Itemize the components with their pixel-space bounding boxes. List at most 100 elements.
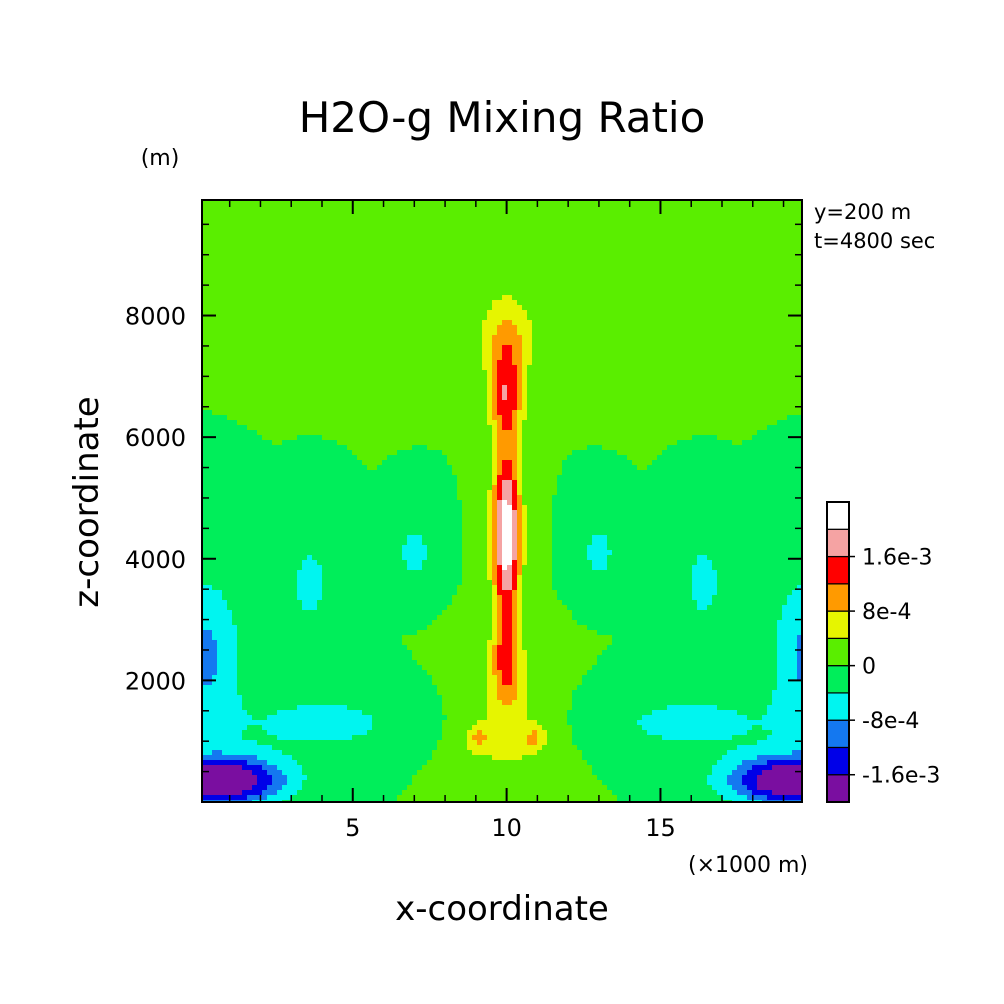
contour-cell	[492, 385, 498, 391]
contour-cell	[202, 320, 483, 326]
contour-cell	[492, 650, 498, 656]
contour-cell	[492, 300, 518, 306]
contour-cell	[512, 530, 518, 536]
contour-cell	[502, 390, 508, 396]
contour-cell	[202, 300, 493, 306]
contour-cell	[512, 360, 523, 366]
contour-cell	[442, 730, 468, 736]
contour-cell	[492, 465, 498, 471]
contour-cell	[522, 640, 613, 646]
contour-cell	[512, 505, 518, 511]
contour-cell	[767, 710, 802, 716]
contour-cell	[517, 505, 523, 511]
contour-cell	[237, 640, 403, 646]
contour-cell	[492, 535, 498, 541]
contour-cell	[202, 330, 483, 336]
contour-cell	[527, 365, 802, 371]
contour-cell	[462, 565, 488, 571]
contour-cell	[517, 385, 523, 391]
contour-cell	[487, 420, 498, 426]
contour-cell	[457, 485, 493, 491]
contour-cell	[492, 395, 498, 401]
contour-cell	[482, 345, 493, 351]
contour-cell	[502, 355, 513, 361]
contour-cell	[462, 545, 488, 551]
contour-cell	[517, 610, 523, 616]
contour-cell	[547, 735, 573, 741]
contour-cell	[777, 640, 798, 646]
contour-cell	[527, 655, 598, 661]
contour-cell	[532, 350, 802, 356]
contour-cell	[462, 535, 488, 541]
contour-cell	[212, 680, 238, 686]
contour-cell	[777, 420, 802, 426]
contour-cell	[212, 635, 238, 641]
contour-cell	[612, 790, 718, 796]
contour-cell	[202, 325, 483, 331]
contour-cell	[202, 240, 802, 246]
colorbar-tick-label: -1.6e-3	[862, 764, 940, 789]
colorbar-swatch	[826, 774, 850, 803]
contour-cell	[527, 700, 573, 706]
contour-cell	[512, 545, 518, 551]
colorbar-swatch	[826, 746, 850, 776]
contour-cell	[462, 500, 488, 506]
contour-cell	[502, 555, 513, 561]
contour-cell	[202, 715, 253, 721]
contour-cell	[522, 615, 573, 621]
contour-cell	[647, 730, 748, 736]
contour-cell	[522, 565, 553, 571]
contour-cell	[522, 350, 533, 356]
contour-cell	[627, 455, 658, 461]
contour-cell	[437, 690, 488, 696]
contour-cell	[202, 390, 488, 396]
contour-cell	[717, 435, 753, 441]
contour-cell	[202, 730, 243, 736]
contour-cell	[202, 520, 463, 526]
contour-cell	[302, 770, 418, 776]
contour-cell	[277, 710, 363, 716]
contour-cell	[787, 415, 802, 421]
contour-cell	[777, 620, 802, 626]
contour-cell	[522, 345, 533, 351]
contour-cell	[517, 445, 523, 451]
contour-cell	[562, 465, 638, 471]
contour-cell	[787, 600, 802, 606]
contour-cell	[497, 490, 503, 496]
contour-cell	[512, 600, 518, 606]
contour-cell	[527, 520, 553, 526]
contour-cell	[517, 460, 523, 466]
contour-cell	[597, 655, 778, 661]
contour-cell	[512, 625, 518, 631]
contour-cell	[217, 640, 238, 646]
contour-cell	[512, 415, 518, 421]
contour-cell	[462, 555, 488, 561]
contour-cell	[512, 590, 518, 596]
contour-cell	[522, 470, 563, 476]
contour-cell	[517, 300, 802, 306]
contour-cell	[632, 460, 653, 466]
contour-cell	[717, 790, 738, 796]
contour-cell	[517, 545, 523, 551]
contour-cell	[502, 535, 513, 541]
contour-cell	[302, 600, 318, 606]
contour-cell	[202, 265, 802, 271]
contour-cell	[767, 705, 802, 711]
contour-cell	[517, 645, 523, 651]
contour-cell	[587, 445, 603, 451]
contour-cell	[517, 605, 523, 611]
contour-cell	[512, 615, 518, 621]
contour-cell	[347, 705, 443, 711]
contour-cell	[792, 590, 802, 596]
contour-cell	[487, 675, 498, 681]
contour-cell	[692, 585, 718, 591]
colorbar-tick-label: 1.6e-3	[862, 546, 932, 571]
contour-cell	[202, 275, 802, 281]
contour-cell	[522, 580, 553, 586]
contour-cell	[532, 335, 802, 341]
contour-cell	[407, 645, 488, 651]
contour-cell	[772, 790, 802, 796]
contour-cell	[217, 665, 238, 671]
contour-cell	[422, 535, 463, 541]
contour-cell	[487, 535, 493, 541]
